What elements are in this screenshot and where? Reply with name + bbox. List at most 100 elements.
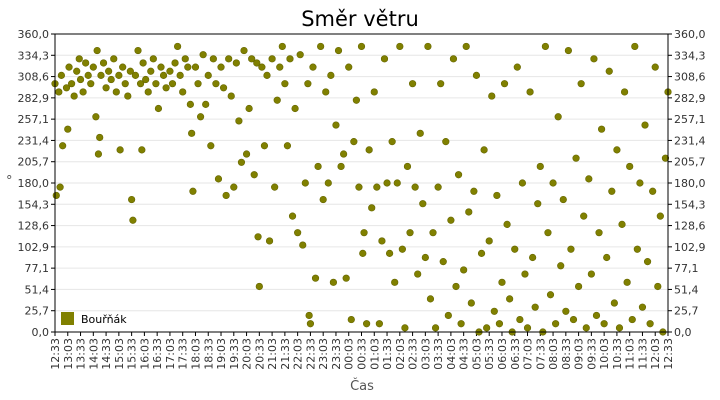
data-point (411, 183, 419, 191)
data-point (534, 200, 542, 208)
grid-lines (55, 33, 668, 333)
data-point (582, 324, 590, 332)
data-point (437, 80, 445, 88)
data-point (327, 71, 335, 79)
x-tick-label: 11:33 (636, 338, 649, 370)
data-point (102, 84, 110, 92)
data-point (235, 117, 243, 125)
data-point (124, 92, 132, 100)
data-point (434, 183, 442, 191)
data-point (521, 270, 529, 278)
y-axis-left: 0,0 25,7 51,4 77,1 102,9 128,6 154,3 180,0 205,7… (18, 28, 55, 339)
x-tick-label: 10:33 (611, 338, 624, 370)
x-tick-label: 16:03 (138, 338, 151, 370)
data-point (199, 51, 207, 59)
data-point (278, 42, 286, 51)
x-tick-label: 17:03 (164, 338, 177, 370)
data-point (219, 84, 228, 92)
data-point (250, 171, 258, 179)
data-point (258, 63, 266, 71)
data-point (536, 162, 544, 171)
data-point (626, 162, 634, 171)
data-point (388, 138, 396, 146)
data-point (472, 71, 481, 79)
x-tick-label: 01:33 (381, 338, 394, 370)
x-tick-label: 00:03 (343, 338, 356, 370)
data-point (649, 187, 657, 195)
data-point (342, 274, 350, 282)
y-axis-label: ° (6, 174, 13, 189)
y-tick-label: 51,4 (25, 283, 50, 296)
data-point (401, 324, 409, 332)
data-point (352, 96, 360, 104)
data-point (107, 75, 115, 84)
y-tick-label: 360,0 (674, 28, 706, 41)
data-point (608, 187, 616, 195)
x-tick-label: 12:33 (662, 338, 675, 370)
data-point (305, 311, 313, 320)
data-point (518, 179, 527, 187)
data-point (147, 67, 155, 75)
data-point (254, 233, 262, 241)
data-point (628, 315, 636, 324)
data-point (383, 179, 391, 187)
data-point (498, 278, 506, 286)
data-point (633, 245, 641, 253)
x-tick-label: 07:33 (534, 338, 547, 370)
data-point (454, 171, 463, 179)
y-tick-label: 231,4 (18, 134, 50, 147)
data-point (360, 229, 368, 237)
data-point (176, 71, 184, 79)
data-point (605, 67, 613, 75)
data-point (483, 324, 491, 332)
data-point (189, 187, 197, 195)
data-point (365, 146, 373, 154)
y-tick-label: 282,9 (674, 92, 706, 105)
data-point (554, 113, 562, 121)
legend-label: Bouřňák (81, 313, 127, 326)
data-point (207, 142, 215, 150)
data-point (230, 183, 238, 191)
data-point (495, 320, 504, 328)
data-point (500, 80, 509, 88)
data-point (93, 46, 101, 55)
y-tick-label: 25,7 (25, 305, 50, 318)
data-point (580, 212, 588, 220)
data-point (119, 63, 127, 71)
data-point (99, 59, 108, 67)
y-tick-label: 102,9 (18, 241, 50, 254)
x-tick-label: 08:33 (560, 338, 573, 370)
y-tick-label: 154,3 (674, 198, 706, 211)
data-point (467, 299, 475, 307)
data-point (544, 229, 552, 237)
data-point (159, 71, 168, 79)
data-point (426, 295, 435, 303)
data-point (76, 75, 85, 84)
data-point (526, 88, 534, 96)
x-tick-label: 13:33 (75, 338, 88, 370)
data-point (52, 191, 60, 200)
data-point (84, 71, 92, 79)
data-point (268, 55, 276, 63)
data-point (306, 320, 315, 328)
y-tick-label: 180,0 (674, 177, 706, 190)
x-tick-label: 00:33 (356, 338, 369, 370)
data-point (139, 59, 147, 67)
data-point (408, 80, 417, 88)
data-point (460, 266, 468, 274)
data-point (516, 315, 524, 324)
y-tick-label: 154,3 (18, 198, 50, 211)
legend: Bouřňák (61, 312, 127, 326)
x-tick-label: 20:03 (241, 338, 254, 370)
data-point (265, 237, 274, 245)
data-point (585, 175, 593, 183)
data-point (442, 138, 450, 146)
data-point (575, 282, 583, 291)
x-tick-label: 09:33 (585, 338, 598, 370)
x-tick-label: 13:03 (62, 338, 75, 370)
data-point (590, 55, 598, 63)
y-tick-label: 51,4 (674, 283, 699, 296)
x-tick-label: 12:33 (49, 338, 62, 370)
data-point (202, 100, 210, 108)
data-point (311, 274, 320, 282)
